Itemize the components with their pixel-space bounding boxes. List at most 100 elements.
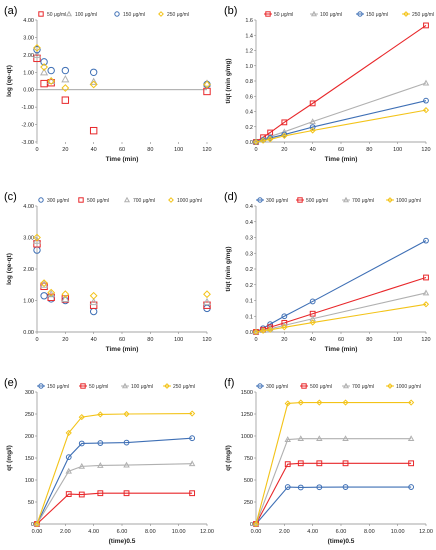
series (252, 399, 415, 528)
series-line (255, 109, 427, 143)
legend-marker (257, 383, 263, 389)
series (253, 22, 429, 145)
data-point (423, 274, 429, 281)
series (34, 435, 196, 527)
y-tick-label: 1.0 (245, 64, 253, 70)
data-point (40, 58, 48, 66)
x-tick-label: 80 (147, 337, 153, 343)
x-tick-label: 20 (281, 337, 287, 343)
x-axis-title: Time (min) (106, 156, 139, 163)
y-axis-title: t/qt (min g/mg) (225, 58, 232, 103)
series-line (36, 437, 193, 525)
data-point (252, 328, 260, 336)
series (34, 490, 196, 527)
x-tick-label: 120 (421, 147, 430, 153)
x-tick-label: 60 (338, 147, 344, 153)
data-point (309, 124, 316, 130)
y-tick-label: 300 (25, 390, 34, 396)
data-point (423, 97, 429, 104)
data-point (422, 301, 430, 308)
y-tick-label: 0.3 (245, 251, 253, 257)
legend-label: 250 μg/ml (167, 12, 189, 18)
series-line (36, 463, 193, 525)
legend-marker (342, 382, 350, 389)
legend-label: 250 μg/ml (173, 384, 195, 390)
data-point (33, 45, 41, 54)
x-axis-title: Time (min) (325, 156, 358, 163)
series (33, 246, 211, 316)
y-tick-label: 500 (244, 478, 253, 484)
y-tick-label: 0.4 (245, 204, 253, 210)
data-point (267, 136, 274, 143)
data-point (342, 435, 349, 442)
legend-label: 100 μg/ml (320, 12, 342, 18)
x-tick-label: 40 (310, 147, 316, 153)
y-tick-label: 250 (25, 412, 34, 418)
chart-panel: (a) -3.00 -2.00 -1.00 0.00 1.00 2.00 3.00 4.00 0 2… (4, 5, 212, 163)
data-point (123, 490, 130, 497)
series (32, 50, 212, 87)
data-point (408, 460, 415, 467)
data-point (203, 87, 211, 96)
series-line (255, 462, 412, 525)
data-point (97, 462, 104, 468)
panel-label: (c) (4, 191, 17, 203)
series (253, 460, 415, 527)
y-tick-label: 0.2 (245, 267, 253, 273)
x-tick-label: 0 (254, 337, 257, 343)
x-tick-label: 2.00 (279, 529, 290, 535)
legend-label: 300 μg/ml (47, 198, 69, 204)
data-point (65, 429, 72, 437)
y-axis-title: t/qt (min g/mg) (225, 246, 232, 291)
data-point (61, 290, 70, 299)
y-tick-label: -3.00 (21, 140, 34, 146)
data-point (65, 491, 72, 497)
y-tick-label: 1.4 (245, 33, 253, 39)
x-axis-title: (time)0.5 (109, 538, 136, 545)
data-point (316, 484, 323, 491)
data-point (89, 126, 98, 135)
x-tick-label: 80 (366, 147, 372, 153)
data-point (189, 435, 196, 442)
chart-panel: (b) 0.0 0.2 0.4 0.6 0.8 1.0 1.2 1.4 1.6 0 20 40 60 80 1… (224, 5, 434, 163)
y-tick-label: 0 (31, 522, 34, 528)
data-point (252, 138, 260, 146)
data-point (89, 77, 98, 85)
data-point (281, 131, 288, 138)
y-tick-label: 4.00 (23, 204, 34, 210)
y-tick-label: 1.00 (23, 70, 34, 76)
legend-label: 300 μg/ml (266, 198, 288, 204)
x-tick-label: 0 (254, 147, 257, 153)
data-point (342, 399, 349, 406)
legend-marker (310, 10, 318, 17)
data-point (47, 77, 56, 85)
series (32, 236, 212, 306)
y-axis-title: qt (mg/l) (6, 445, 13, 471)
x-tick-label: 120 (202, 337, 211, 343)
data-point (97, 440, 104, 446)
data-point (284, 436, 291, 442)
x-tick-label: 100 (393, 147, 402, 153)
data-point (316, 435, 323, 442)
data-point (89, 68, 98, 76)
data-point (33, 54, 41, 63)
x-axis-title: Time (min) (106, 346, 139, 353)
y-tick-label: 200 (25, 434, 34, 440)
x-tick-label: 8.00 (145, 529, 156, 535)
series (252, 107, 430, 146)
data-point (252, 520, 260, 528)
y-tick-label: 2.00 (23, 53, 34, 59)
y-tick-label: 4.00 (23, 18, 34, 24)
data-point (78, 491, 85, 498)
data-point (89, 301, 98, 309)
y-tick-label: 100 (25, 478, 34, 484)
data-point (309, 319, 316, 326)
x-tick-label: 4.00 (88, 529, 99, 535)
y-tick-label: 0.2 (245, 125, 253, 131)
data-point (40, 68, 49, 76)
y-tick-label: 0.1 (245, 299, 253, 305)
legend-label: 50 μg/ml (47, 12, 66, 18)
legend-marker (80, 383, 86, 389)
x-tick-label: 20 (281, 147, 287, 153)
x-tick-label: 12.00 (419, 529, 433, 535)
